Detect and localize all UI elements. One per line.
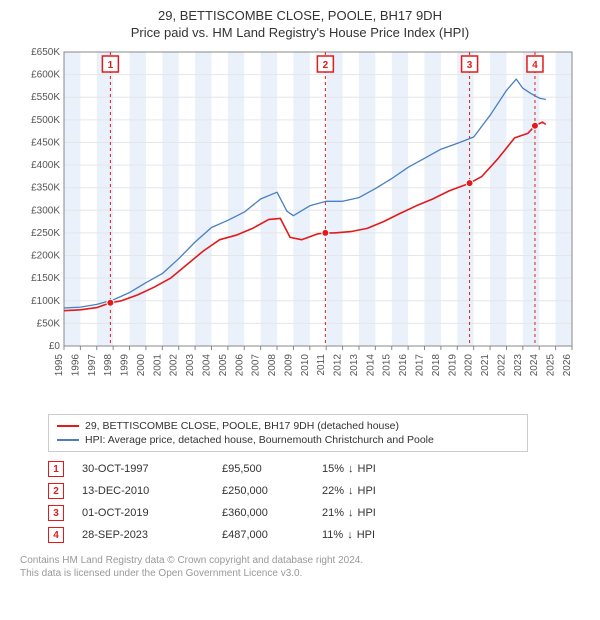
svg-text:1: 1 (108, 60, 114, 71)
title-line-2: Price paid vs. HM Land Registry's House … (8, 25, 592, 40)
down-arrow-icon: ↓ (348, 463, 354, 475)
marker-date: 13-DEC-2010 (82, 485, 222, 497)
svg-text:£400K: £400K (31, 160, 60, 171)
svg-text:2018: 2018 (431, 354, 442, 377)
legend-row: 29, BETTISCOMBE CLOSE, POOLE, BH17 9DH (… (57, 419, 519, 433)
chart-container: 29, BETTISCOMBE CLOSE, POOLE, BH17 9DH P… (0, 0, 600, 620)
svg-text:2001: 2001 (152, 354, 163, 377)
svg-text:2022: 2022 (496, 354, 507, 377)
title-block: 29, BETTISCOMBE CLOSE, POOLE, BH17 9DH P… (8, 8, 592, 40)
svg-text:2004: 2004 (201, 354, 212, 377)
svg-text:£650K: £650K (31, 47, 60, 58)
legend-label: HPI: Average price, detached house, Bour… (85, 434, 434, 446)
svg-text:£200K: £200K (31, 251, 60, 262)
svg-text:£550K: £550K (31, 92, 60, 103)
marker-pct: 15%↓HPI (322, 463, 412, 475)
svg-text:£50K: £50K (37, 318, 61, 329)
legend-swatch (57, 425, 79, 427)
svg-text:2005: 2005 (218, 354, 229, 377)
svg-text:£600K: £600K (31, 70, 60, 81)
svg-text:£250K: £250K (31, 228, 60, 239)
svg-text:£450K: £450K (31, 137, 60, 148)
svg-text:£150K: £150K (31, 273, 60, 284)
down-arrow-icon: ↓ (348, 507, 354, 519)
svg-text:1998: 1998 (103, 354, 114, 377)
marker-pct: 11%↓HPI (322, 529, 412, 541)
svg-text:2007: 2007 (251, 354, 262, 377)
footer-line-2: This data is licensed under the Open Gov… (20, 567, 580, 580)
svg-text:2024: 2024 (529, 354, 540, 377)
svg-text:2: 2 (323, 60, 329, 71)
svg-text:2020: 2020 (464, 354, 475, 377)
svg-text:2002: 2002 (169, 354, 180, 377)
chart-svg: £0 £50K £100K £150K £200K £250K £300K £350K £400… (20, 46, 580, 406)
marker-table: 1 30-OCT-1997£95,50015%↓HPI 2 13-DEC-2010£2… (48, 458, 580, 546)
svg-text:3: 3 (467, 60, 473, 71)
legend-box: 29, BETTISCOMBE CLOSE, POOLE, BH17 9DH (… (48, 414, 528, 452)
svg-text:2016: 2016 (398, 354, 409, 377)
marker-pct: 22%↓HPI (322, 485, 412, 497)
svg-text:2003: 2003 (185, 354, 196, 377)
legend-row: HPI: Average price, detached house, Bour… (57, 433, 519, 447)
marker-price: £360,000 (222, 507, 322, 519)
svg-text:1995: 1995 (54, 354, 65, 377)
svg-text:2021: 2021 (480, 354, 491, 377)
svg-text:2014: 2014 (365, 354, 376, 377)
marker-row: 3 01-OCT-2019£360,00021%↓HPI (48, 502, 580, 524)
svg-text:2006: 2006 (234, 354, 245, 377)
svg-text:2025: 2025 (546, 354, 557, 377)
svg-text:1996: 1996 (70, 354, 81, 377)
svg-text:2008: 2008 (267, 354, 278, 377)
svg-text:2010: 2010 (300, 354, 311, 377)
svg-text:2009: 2009 (283, 354, 294, 377)
marker-price: £250,000 (222, 485, 322, 497)
marker-date: 01-OCT-2019 (82, 507, 222, 519)
marker-date: 30-OCT-1997 (82, 463, 222, 475)
svg-text:2023: 2023 (513, 354, 524, 377)
legend-swatch (57, 439, 79, 441)
svg-text:2026: 2026 (562, 354, 573, 377)
svg-text:£500K: £500K (31, 115, 60, 126)
footer: Contains HM Land Registry data © Crown c… (20, 554, 580, 580)
marker-price: £95,500 (222, 463, 322, 475)
svg-text:1997: 1997 (87, 354, 98, 377)
down-arrow-icon: ↓ (347, 529, 353, 541)
svg-text:2015: 2015 (382, 354, 393, 377)
marker-number-box: 3 (48, 505, 64, 521)
marker-price: £487,000 (222, 529, 322, 541)
marker-pct: 21%↓HPI (322, 507, 412, 519)
down-arrow-icon: ↓ (348, 485, 354, 497)
svg-text:£100K: £100K (31, 296, 60, 307)
svg-text:£300K: £300K (31, 205, 60, 216)
svg-text:2012: 2012 (333, 354, 344, 377)
title-line-1: 29, BETTISCOMBE CLOSE, POOLE, BH17 9DH (8, 8, 592, 23)
svg-text:2013: 2013 (349, 354, 360, 377)
marker-number-box: 2 (48, 483, 64, 499)
svg-text:£350K: £350K (31, 183, 60, 194)
svg-text:2017: 2017 (415, 354, 426, 377)
marker-number-box: 4 (48, 527, 64, 543)
chart-area: £0 £50K £100K £150K £200K £250K £300K £350K £400… (20, 46, 580, 406)
svg-text:1999: 1999 (120, 354, 131, 377)
svg-text:£0: £0 (49, 341, 61, 352)
marker-row: 2 13-DEC-2010£250,00022%↓HPI (48, 480, 580, 502)
marker-number-box: 1 (48, 461, 64, 477)
svg-text:2019: 2019 (447, 354, 458, 377)
marker-date: 28-SEP-2023 (82, 529, 222, 541)
marker-row: 1 30-OCT-1997£95,50015%↓HPI (48, 458, 580, 480)
svg-text:4: 4 (532, 60, 538, 71)
marker-row: 4 28-SEP-2023£487,00011%↓HPI (48, 524, 580, 546)
svg-text:2000: 2000 (136, 354, 147, 377)
footer-line-1: Contains HM Land Registry data © Crown c… (20, 554, 580, 567)
svg-text:2011: 2011 (316, 354, 327, 376)
legend-label: 29, BETTISCOMBE CLOSE, POOLE, BH17 9DH (… (85, 420, 399, 432)
